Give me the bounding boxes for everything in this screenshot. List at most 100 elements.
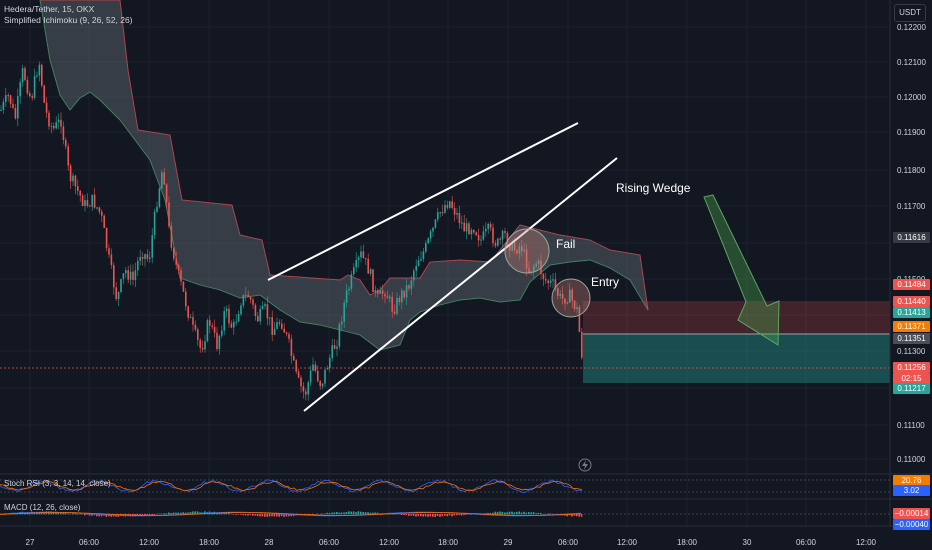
candle-body <box>105 227 108 249</box>
candle-body <box>573 300 576 310</box>
candle-body <box>338 324 341 347</box>
indicator-title[interactable]: Simplified Ichimoku (9, 26, 52, 26) <box>4 15 133 25</box>
candle-body <box>374 290 377 292</box>
stop-price-tag: 0.11484 <box>893 279 930 290</box>
candle-body <box>29 93 31 97</box>
stop-loss-zone[interactable] <box>583 301 890 334</box>
entry-label[interactable]: Entry <box>591 275 620 289</box>
macd-bar <box>357 511 360 515</box>
ichimoku-cloud-base-line <box>40 0 649 311</box>
candle-body <box>12 103 14 108</box>
candle-body <box>7 95 9 97</box>
candle-body <box>427 238 429 244</box>
candle-body <box>93 194 96 208</box>
rising-wedge-label[interactable]: Rising Wedge <box>616 181 691 195</box>
candle-body <box>489 224 492 228</box>
profit-zone[interactable] <box>583 334 890 383</box>
candle-body <box>96 207 98 209</box>
candle-body <box>557 288 559 296</box>
macd-bar <box>326 512 328 515</box>
candle-body <box>326 368 329 370</box>
down-arrow-shape[interactable] <box>703 194 780 346</box>
macd-bar <box>405 514 408 516</box>
macd-bar <box>177 512 180 515</box>
fail-label[interactable]: Fail <box>556 237 576 251</box>
candle-body <box>456 212 458 215</box>
candle-body <box>139 257 141 261</box>
macd-bar <box>93 514 96 516</box>
candle-body <box>158 188 161 207</box>
candle-body <box>525 249 528 269</box>
candle-body <box>233 321 235 328</box>
macd-bar <box>64 512 67 515</box>
time-tick: 18:00 <box>676 538 698 547</box>
candle-body <box>341 321 343 325</box>
candle-body <box>569 289 571 303</box>
macd-bar <box>72 513 74 515</box>
candle-body <box>305 391 307 395</box>
macd-bar <box>225 513 228 515</box>
wedge-upper-line[interactable] <box>267 122 579 281</box>
time-tick: 18:00 <box>437 538 459 547</box>
stoch-rsi-title[interactable]: Stoch RSI (3, 3, 14, 14, close) <box>4 479 111 488</box>
candle-body <box>415 266 417 271</box>
fail-highlight-circle[interactable] <box>504 228 550 274</box>
macd-bar <box>535 513 537 515</box>
macd-bar <box>218 512 220 515</box>
macd-bar <box>309 514 312 515</box>
price-tick: 0.11100 <box>897 421 925 430</box>
macd-bar <box>549 513 552 515</box>
candle-body <box>122 273 125 280</box>
candle-body <box>554 279 557 289</box>
macd-bar <box>580 514 583 517</box>
candle-body <box>473 230 475 233</box>
macd-bar <box>36 512 38 515</box>
currency-button[interactable]: USDT <box>894 4 926 22</box>
candle-body <box>77 186 79 191</box>
macd-bar <box>441 514 444 517</box>
candle-body <box>120 279 122 293</box>
candle-body <box>293 355 295 361</box>
candle-body <box>420 259 422 261</box>
candle-body <box>566 302 569 304</box>
macd-bar <box>487 512 489 515</box>
symbol-title[interactable]: Hedera/Tether, 15, OKX <box>4 4 95 14</box>
macd-title[interactable]: MACD (12, 26, close) <box>4 503 81 512</box>
candle-body <box>216 332 218 350</box>
macd-bar <box>432 514 434 517</box>
candle-body <box>369 269 372 274</box>
macd-bar <box>451 514 453 517</box>
price-tick: 0.12000 <box>897 93 926 102</box>
candle-body <box>24 68 26 80</box>
macd-bar <box>525 512 528 515</box>
macd-bar <box>417 514 420 517</box>
wedge-lower-line[interactable] <box>303 157 618 412</box>
macd-bar <box>273 514 276 517</box>
candle-body <box>187 306 189 318</box>
candle-body <box>242 294 245 306</box>
candle-body <box>350 274 353 289</box>
candle-body <box>0 109 2 111</box>
candle-body <box>444 205 446 213</box>
time-tick: 06:00 <box>318 538 340 547</box>
macd-bar <box>412 514 415 516</box>
entry-highlight-circle[interactable] <box>551 278 591 318</box>
macd-bar <box>180 512 182 515</box>
candle-body <box>209 320 211 326</box>
lightning-icon[interactable] <box>578 458 592 472</box>
macd-bar <box>280 514 283 517</box>
macd-bar <box>424 514 427 517</box>
candle-body <box>379 290 381 294</box>
macd-bar <box>530 512 532 515</box>
candle-body <box>506 232 509 245</box>
macd-bar <box>264 514 266 517</box>
candle-body <box>204 341 206 350</box>
macd-bar <box>151 514 153 516</box>
chart-legend[interactable]: Hedera/Tether, 15, OKX Simplified Ichimo… <box>4 4 133 26</box>
candle-body <box>329 357 331 369</box>
macd-bar <box>458 514 460 515</box>
candle-body <box>254 304 257 316</box>
macd-bar <box>345 512 348 515</box>
last-price-tag: 0.11256 <box>893 362 930 373</box>
